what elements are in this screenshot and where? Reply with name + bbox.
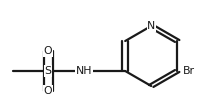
Text: O: O [44, 46, 52, 56]
Text: Br: Br [183, 66, 195, 76]
Text: S: S [45, 66, 52, 76]
Text: N: N [147, 21, 155, 31]
Text: NH: NH [76, 66, 92, 76]
Text: O: O [44, 86, 52, 96]
